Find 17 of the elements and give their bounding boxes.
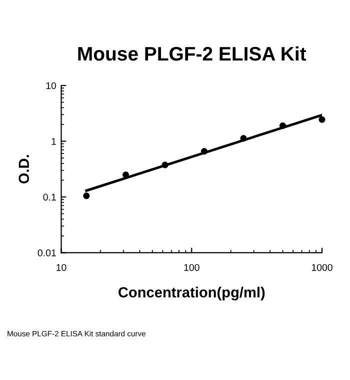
point — [83, 192, 90, 200]
y-tick-label: 0.1 — [43, 194, 56, 201]
point — [279, 122, 286, 129]
point — [318, 116, 326, 123]
y-tick-label: 10 — [46, 82, 56, 90]
y-axis-title: O.D. — [18, 155, 30, 184]
y-tick-label: 1 — [52, 138, 56, 145]
x-tick-label: 100 — [184, 264, 200, 271]
y-tick-label: 0.01 — [38, 249, 56, 256]
x-axis-title: Concentration(pg/ml) — [118, 286, 265, 300]
x-tick-label: 10 — [56, 264, 66, 271]
point — [122, 171, 130, 178]
point — [162, 162, 168, 168]
point — [240, 134, 247, 142]
chart-title: Mouse PLGF-2 ELISA Kit — [78, 46, 306, 61]
point — [200, 148, 208, 155]
x-tick-label: 1000 — [312, 264, 332, 271]
